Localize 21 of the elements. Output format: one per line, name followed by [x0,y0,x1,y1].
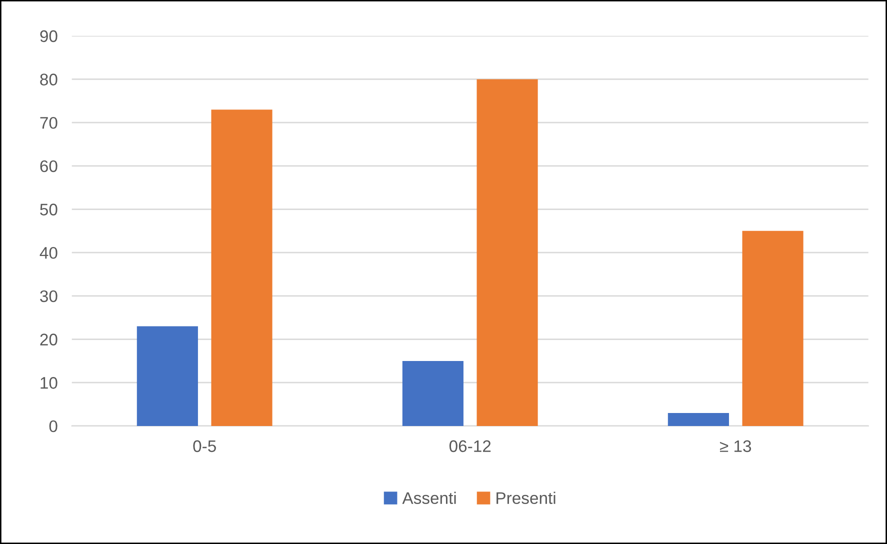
y-tick-label: 0 [49,420,58,432]
y-tick-label: 10 [40,377,58,389]
bar [402,360,464,426]
y-tick-label: 50 [40,204,58,216]
bar [742,230,804,426]
y-tick-label: 40 [40,247,58,259]
bar [136,326,198,426]
y-tick-label: 20 [40,334,58,346]
y-tick-label: 80 [40,74,58,86]
legend-label: Presenti [496,492,556,504]
bar [476,79,538,426]
bar [668,412,729,426]
x-tick-label: 0-5 [193,440,216,452]
legend-label: Assenti [402,492,456,504]
y-tick-label: 90 [40,30,58,42]
y-tick-label: 70 [40,116,58,129]
y-tick-label: 60 [40,160,58,172]
bar [211,110,272,426]
x-tick-label: ≥ 13 [720,440,752,452]
x-tick-label: 06-12 [449,440,491,452]
y-tick-label: 30 [40,290,58,302]
